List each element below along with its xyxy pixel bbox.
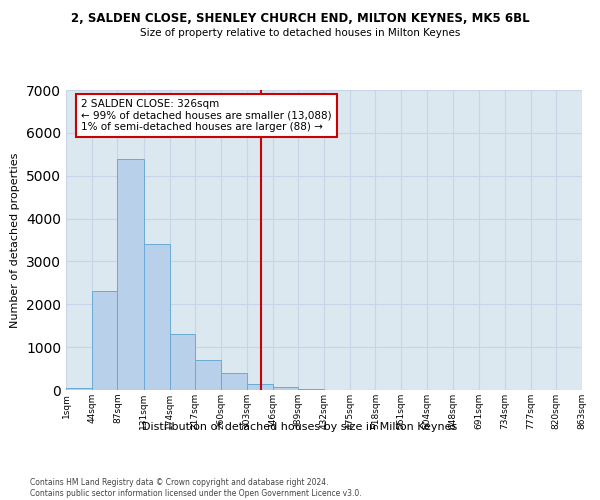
Text: 2 SALDEN CLOSE: 326sqm
← 99% of detached houses are smaller (13,088)
1% of semi-: 2 SALDEN CLOSE: 326sqm ← 99% of detached… [82,99,332,132]
Bar [221,373,247,390]
Bar [195,360,221,390]
Bar [118,158,144,390]
Bar [170,334,195,390]
Bar [66,388,92,390]
Bar [298,389,324,390]
Bar [247,384,272,390]
Y-axis label: Number of detached properties: Number of detached properties [10,152,20,328]
Text: Size of property relative to detached houses in Milton Keynes: Size of property relative to detached ho… [140,28,460,38]
Text: Distribution of detached houses by size in Milton Keynes: Distribution of detached houses by size … [142,422,458,432]
Text: 2, SALDEN CLOSE, SHENLEY CHURCH END, MILTON KEYNES, MK5 6BL: 2, SALDEN CLOSE, SHENLEY CHURCH END, MIL… [71,12,529,26]
Bar [144,244,170,390]
Bar [272,387,298,390]
Bar [92,292,118,390]
Text: Contains HM Land Registry data © Crown copyright and database right 2024.
Contai: Contains HM Land Registry data © Crown c… [30,478,362,498]
